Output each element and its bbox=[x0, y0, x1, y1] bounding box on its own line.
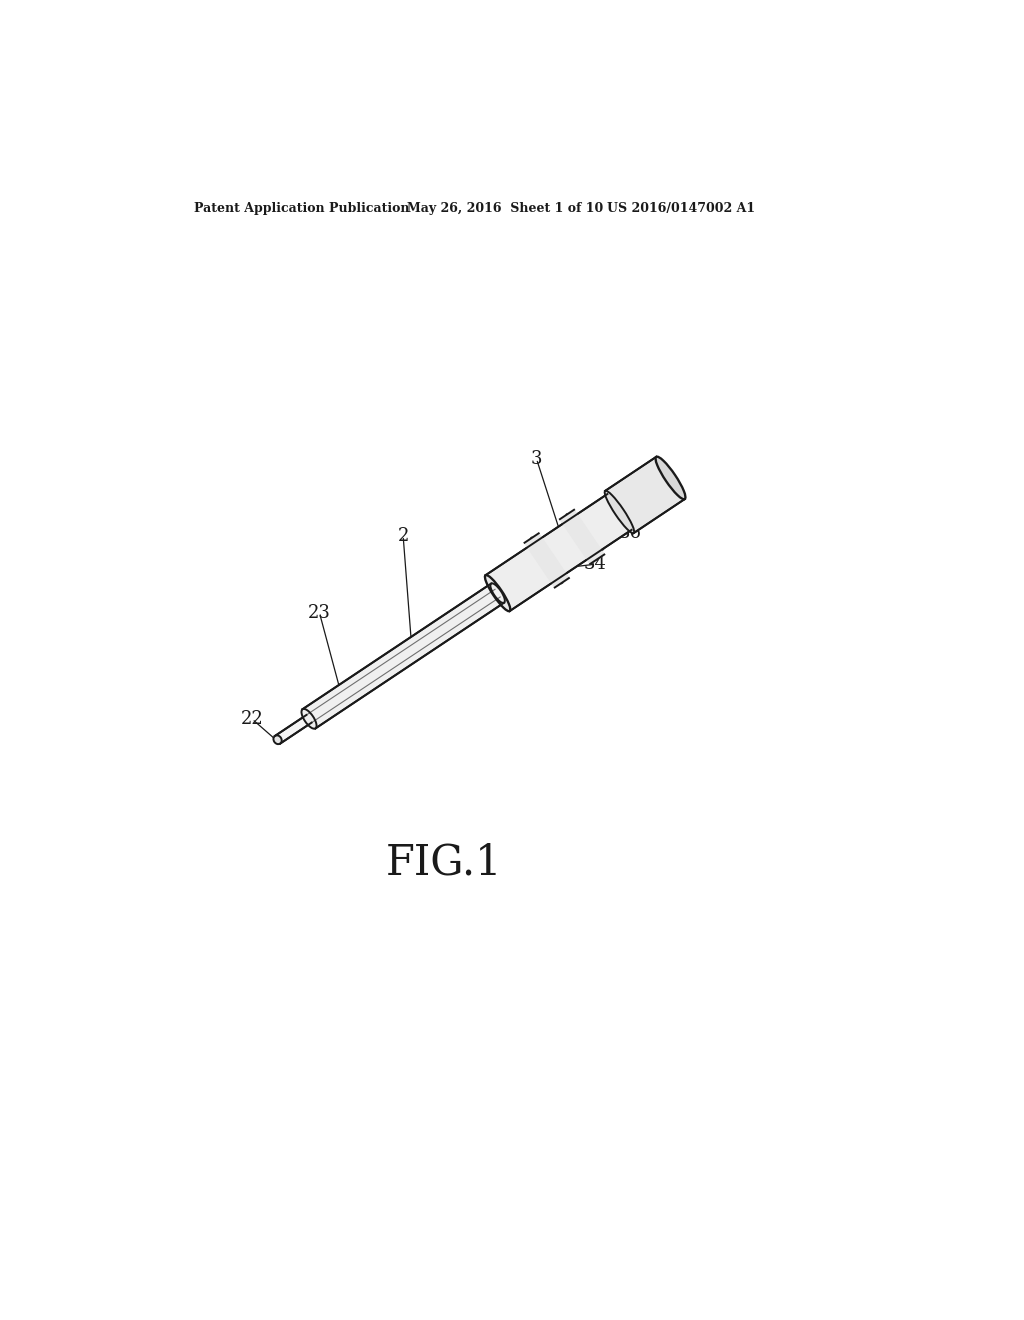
Ellipse shape bbox=[273, 735, 282, 744]
Polygon shape bbox=[524, 533, 569, 587]
Ellipse shape bbox=[655, 457, 685, 499]
Text: 3: 3 bbox=[530, 450, 542, 467]
Ellipse shape bbox=[604, 491, 634, 533]
Text: US 2016/0147002 A1: US 2016/0147002 A1 bbox=[607, 202, 755, 215]
Polygon shape bbox=[485, 494, 632, 611]
Text: Patent Application Publication: Patent Application Publication bbox=[194, 202, 410, 215]
Text: 34: 34 bbox=[584, 556, 607, 573]
Ellipse shape bbox=[485, 576, 510, 611]
Ellipse shape bbox=[490, 583, 505, 603]
Text: May 26, 2016  Sheet 1 of 10: May 26, 2016 Sheet 1 of 10 bbox=[407, 202, 603, 215]
Text: 36: 36 bbox=[618, 524, 642, 543]
Polygon shape bbox=[560, 510, 604, 564]
Ellipse shape bbox=[566, 515, 598, 560]
Ellipse shape bbox=[301, 709, 316, 729]
Text: FIG.1: FIG.1 bbox=[386, 842, 503, 884]
Ellipse shape bbox=[569, 519, 595, 554]
Polygon shape bbox=[275, 589, 500, 743]
Ellipse shape bbox=[535, 543, 559, 578]
Text: 2: 2 bbox=[397, 527, 409, 545]
Ellipse shape bbox=[531, 537, 562, 583]
Polygon shape bbox=[605, 457, 685, 533]
Text: 22: 22 bbox=[241, 710, 263, 727]
Polygon shape bbox=[302, 583, 504, 729]
Text: 23: 23 bbox=[308, 603, 331, 622]
Text: 36: 36 bbox=[634, 488, 657, 506]
